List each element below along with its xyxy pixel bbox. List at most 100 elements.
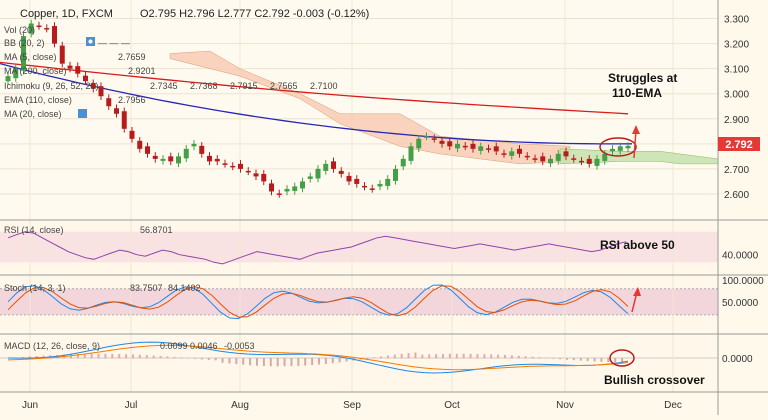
macd-hist-bar [70,354,72,359]
signal-line [7,344,629,371]
macd-hist-bar [132,354,134,359]
candle-body [447,141,453,147]
macd-hist-bar [228,358,231,364]
eye-icon[interactable] [78,109,87,118]
candle-body [548,158,553,164]
candle-body [408,146,414,161]
macd-hist-bar [324,358,327,364]
candle-body [292,186,298,191]
ma-200-line [0,61,629,115]
macd-hist-bar [421,354,424,359]
macd-hist-bar [159,355,162,359]
candle-body [253,173,259,177]
candle-body [276,193,282,195]
macd-hist-bar [373,357,376,359]
macd-hist-bar [256,358,258,366]
candle-body [385,178,391,186]
macd-hist-bar [586,358,589,362]
candle-body [121,111,127,129]
candle-body [346,175,352,182]
svg-text:2.792: 2.792 [725,139,753,151]
settings-icon[interactable] [86,37,95,46]
stoch-d-value: 84.1402 [168,283,201,293]
candle-body [28,23,34,34]
candle-body [245,170,251,173]
macd-hist-bar [531,356,534,359]
y-tick-label: 3.100 [724,65,749,76]
candle-body [129,130,135,139]
ema-110-line [0,62,633,145]
y-tick-label: 100.0000 [722,276,764,287]
macd-hist-bar [297,358,300,366]
rsi-value: 56.8701 [140,225,173,235]
candle-body [284,188,290,192]
x-tick-label: Jul [125,400,138,411]
macd-hist-bar [400,353,403,359]
rsi-band [0,231,718,263]
ma200-legend: MA (200, close) [4,66,67,76]
candle-body [238,163,243,169]
vol-legend: Vol (20) [4,25,35,35]
x-tick-label: Jun [22,400,38,411]
x-tick-label: Sep [343,400,361,411]
macd-hist-bar [359,358,362,360]
x-tick-label: Aug [231,400,249,411]
macd-hist-bar [380,356,382,359]
macd-hist-bar [111,353,114,359]
candle-body [563,151,569,157]
macd-value: 0.0099 [160,341,188,351]
macd-hist-bar [166,356,169,359]
macd-hist-bar [524,356,527,359]
macd-hist-bar [497,354,500,359]
macd-hist-bar [393,354,396,359]
candle-body [21,36,26,71]
candle-body [214,158,220,162]
macd-hist-bar [621,358,624,363]
candle-body [36,25,42,28]
macd-hist-bar [28,356,31,359]
candle-body [377,183,383,187]
macd-hist-bar [200,358,203,360]
bb-legend: BB (20, 2) [4,38,45,48]
candle-body [369,188,375,190]
candle-body [230,165,236,168]
y-tick-label: 50.0000 [722,298,759,309]
macd-hist-bar [476,353,479,359]
candle-body [602,153,608,161]
macd-annotation: Bullish crossover [604,373,705,387]
x-tick-label: Dec [664,400,682,411]
candle-body [106,98,112,107]
ichimoku-value: 2.7345 [150,81,178,91]
ichimoku-value: 2.7368 [190,81,218,91]
candle-body [338,170,344,174]
candle-body [152,155,158,159]
candle-body [13,68,19,79]
macd-hist-bar [180,357,183,359]
candle-body [323,163,329,171]
macd-hist-bar [173,356,176,359]
ichimoku-value: 2.7100 [310,81,338,91]
candle-body [59,45,65,64]
macd-hist-bar [152,355,155,359]
macd-hist-bar [242,358,245,365]
candle-body [486,148,491,150]
macd-hist-bar [559,358,562,360]
candle-body [532,158,538,160]
macd-hist-bar [442,353,444,359]
candle-body [455,143,460,149]
macd-hist-bar [214,358,217,361]
macd-hist-bar [483,354,486,359]
candle-body [168,156,174,162]
price-pane [0,0,718,220]
candle-body [137,140,143,149]
y-tick-label: 2.900 [724,115,749,126]
macd-hist-bar [276,358,279,367]
candle-body [478,146,484,151]
macd-hist-bar [517,355,520,359]
ma5-value: 2.7659 [118,52,146,62]
y-tick-label: 2.700 [724,165,749,176]
candle-body [540,156,546,162]
candle-body [75,66,81,74]
ichimoku-value: 2.7915 [230,81,258,91]
